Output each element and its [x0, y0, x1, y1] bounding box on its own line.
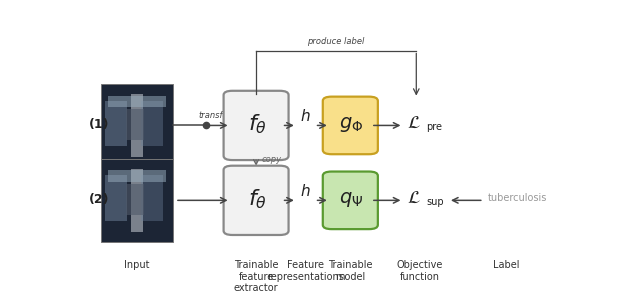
FancyBboxPatch shape	[223, 91, 289, 160]
Text: $\mathcal{L}$: $\mathcal{L}$	[408, 189, 421, 207]
Text: sup: sup	[426, 196, 444, 206]
Text: transform: transform	[199, 111, 240, 120]
Bar	[131, 169, 143, 232]
Text: tuberculosis: tuberculosis	[488, 193, 547, 203]
Bar	[131, 94, 143, 157]
Text: copy: copy	[262, 155, 282, 164]
Bar	[126, 184, 144, 215]
Text: $g_\Phi$: $g_\Phi$	[339, 115, 364, 134]
FancyBboxPatch shape	[223, 166, 289, 235]
FancyBboxPatch shape	[323, 97, 378, 154]
Bar	[108, 171, 166, 182]
Text: Feature
representations: Feature representations	[268, 260, 344, 282]
Text: $\mathcal{L}$: $\mathcal{L}$	[408, 114, 421, 132]
Text: $h$: $h$	[300, 183, 311, 199]
Text: Trainable
feature
extractor: Trainable feature extractor	[234, 260, 278, 293]
Text: $f_\theta$: $f_\theta$	[248, 112, 267, 136]
Text: produce label: produce label	[307, 37, 365, 46]
Bar	[101, 159, 173, 242]
Text: Trainable
model: Trainable model	[328, 260, 372, 282]
Bar	[126, 109, 144, 140]
Text: $q_\Psi$: $q_\Psi$	[339, 190, 364, 209]
Bar	[106, 175, 127, 221]
Bar	[101, 84, 173, 167]
Text: (2): (2)	[89, 193, 109, 206]
Text: Objective
function: Objective function	[397, 260, 443, 282]
Text: Label: Label	[493, 260, 520, 270]
Bar	[106, 101, 127, 146]
Bar	[141, 101, 163, 146]
Text: (1): (1)	[89, 118, 109, 131]
Bar	[141, 175, 163, 221]
Text: $f_\theta$: $f_\theta$	[248, 187, 267, 211]
Text: $h$: $h$	[300, 108, 311, 124]
Text: Input: Input	[124, 260, 150, 270]
Bar	[108, 95, 166, 107]
Text: pre: pre	[426, 122, 442, 132]
FancyBboxPatch shape	[323, 171, 378, 229]
